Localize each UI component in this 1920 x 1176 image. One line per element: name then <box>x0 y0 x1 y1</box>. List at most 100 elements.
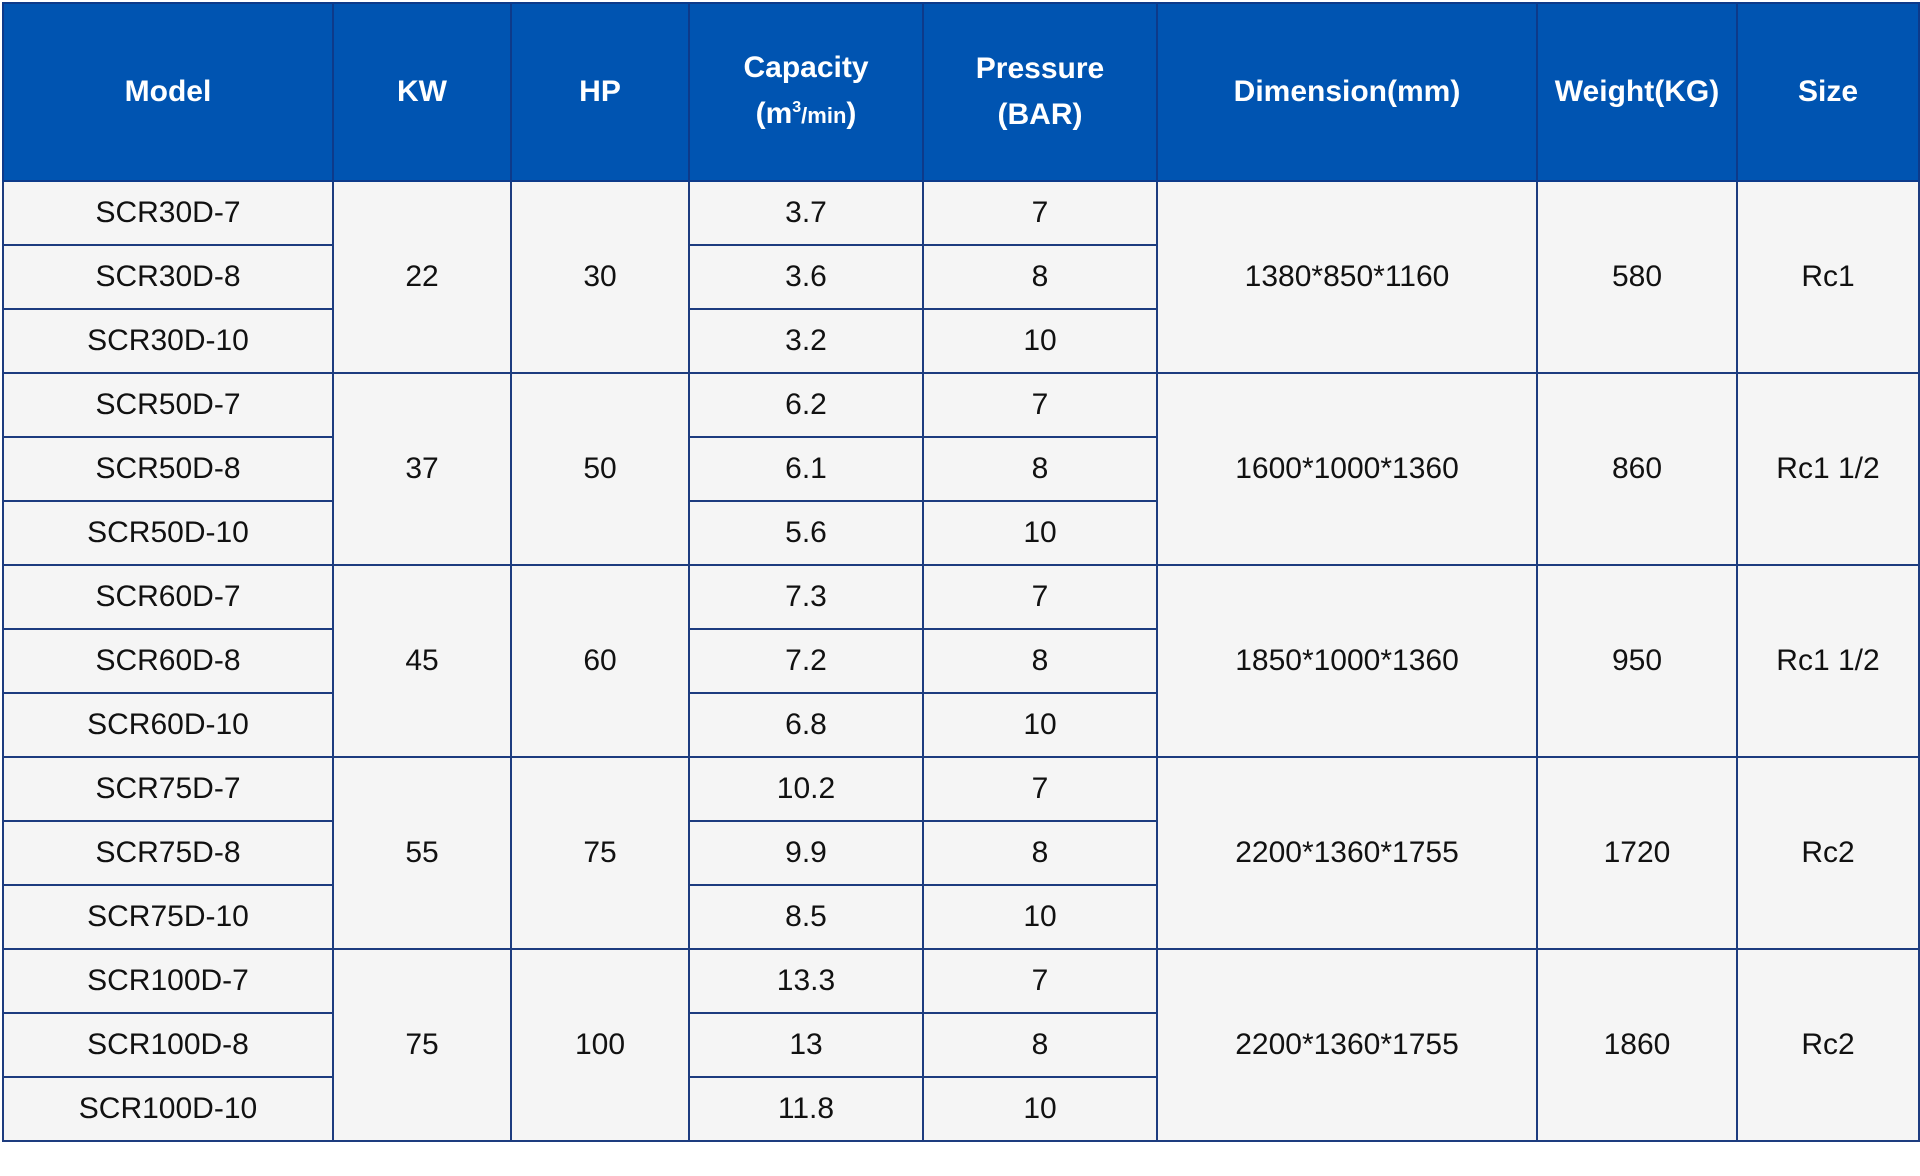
table-row: SCR75D-8 9.9 8 <box>2 820 1919 886</box>
header-pressure-unit: (BAR) <box>997 98 1083 131</box>
model-cell: SCR60D-10 <box>2 692 334 758</box>
pressure-cell: 7 <box>922 756 1158 822</box>
model-cell: SCR30D-7 <box>2 180 334 246</box>
capacity-cell: 9.9 <box>688 820 924 886</box>
header-model: Model <box>2 2 334 182</box>
header-capacity: Capacity (m3/min) <box>688 2 924 182</box>
spec-table: Model KW HP Capacity (m3/min) Pressure (… <box>2 2 1920 1142</box>
pressure-cell: 7 <box>922 180 1158 246</box>
table-row: SCR60D-10 6.8 10 <box>2 692 1919 758</box>
capacity-cell: 13.3 <box>688 948 924 1014</box>
model-cell: SCR60D-7 <box>2 564 334 630</box>
header-pressure-title: Pressure <box>975 52 1105 85</box>
size-cell: Rc1 1/2 <box>1736 372 1920 566</box>
pressure-cell: 10 <box>922 308 1158 374</box>
hp-cell: 75 <box>510 756 690 950</box>
pressure-cell: 10 <box>922 884 1158 950</box>
table-row: SCR75D-10 8.5 10 <box>2 884 1919 950</box>
header-pressure: Pressure (BAR) <box>922 2 1158 182</box>
header-row: Model KW HP Capacity (m3/min) Pressure (… <box>2 2 1920 182</box>
header-kw: KW <box>332 2 512 182</box>
capacity-cell: 7.3 <box>688 564 924 630</box>
weight-cell: 1860 <box>1536 948 1738 1142</box>
pressure-cell: 7 <box>922 948 1158 1014</box>
model-cell: SCR30D-10 <box>2 308 334 374</box>
hp-cell: 30 <box>510 180 690 374</box>
pressure-cell: 7 <box>922 564 1158 630</box>
table-row: SCR100D-8 13 8 <box>2 1012 1919 1078</box>
capacity-cell: 13 <box>688 1012 924 1078</box>
table-row: SCR75D-7 55 75 10.2 7 2200*1360*1755 1720 Rc2 <box>2 756 1920 950</box>
model-cell: SCR50D-7 <box>2 372 334 438</box>
model-cell: SCR75D-7 <box>2 756 334 822</box>
kw-cell: 55 <box>332 756 512 950</box>
header-capacity-unit: (m3/min) <box>755 97 857 130</box>
pressure-cell: 10 <box>922 692 1158 758</box>
model-cell: SCR100D-10 <box>2 1076 334 1142</box>
pressure-cell: 7 <box>922 372 1158 438</box>
model-cell: SCR75D-10 <box>2 884 334 950</box>
model-cell: SCR60D-8 <box>2 628 334 694</box>
size-cell: Rc2 <box>1736 948 1920 1142</box>
capacity-cell: 5.6 <box>688 500 924 566</box>
pressure-cell: 8 <box>922 820 1158 886</box>
size-cell: Rc1 <box>1736 180 1920 374</box>
model-cell: SCR75D-8 <box>2 820 334 886</box>
dimension-cell: 1850*1000*1360 <box>1156 564 1538 758</box>
table-row: SCR30D-8 3.6 8 <box>2 244 1919 310</box>
pressure-cell: 8 <box>922 436 1158 502</box>
table-row: SCR30D-10 3.2 10 <box>2 308 1919 374</box>
capacity-cell: 3.6 <box>688 244 924 310</box>
hp-cell: 100 <box>510 948 690 1142</box>
table-row: SCR100D-7 75 100 13.3 7 2200*1360*1755 1860 Rc2 <box>2 948 1920 1142</box>
pressure-cell: 8 <box>922 628 1158 694</box>
dimension-cell: 1380*850*1160 <box>1156 180 1538 374</box>
capacity-cell: 8.5 <box>688 884 924 950</box>
capacity-cell: 7.2 <box>688 628 924 694</box>
table-row: SCR100D-10 11.8 10 <box>2 1076 1919 1142</box>
weight-cell: 580 <box>1536 180 1738 374</box>
pressure-cell: 10 <box>922 500 1158 566</box>
header-capacity-title: Capacity <box>743 51 869 84</box>
table-row: SCR50D-7 37 50 6.2 7 1600*1000*1360 860 Rc1 1/2 <box>2 372 1920 566</box>
capacity-cell: 3.7 <box>688 180 924 246</box>
pressure-cell: 8 <box>922 244 1158 310</box>
kw-cell: 22 <box>332 180 512 374</box>
table-row: SCR50D-10 5.6 10 <box>2 500 1919 566</box>
dimension-cell: 1600*1000*1360 <box>1156 372 1538 566</box>
size-cell: Rc2 <box>1736 756 1920 950</box>
weight-cell: 1720 <box>1536 756 1738 950</box>
weight-cell: 950 <box>1536 564 1738 758</box>
table-row: SCR60D-8 7.2 8 <box>2 628 1919 694</box>
hp-cell: 60 <box>510 564 690 758</box>
kw-cell: 37 <box>332 372 512 566</box>
capacity-cell: 6.8 <box>688 692 924 758</box>
capacity-cell: 3.2 <box>688 308 924 374</box>
model-cell: SCR100D-7 <box>2 948 334 1014</box>
header-weight: Weight(KG) <box>1536 2 1738 182</box>
capacity-cell: 10.2 <box>688 756 924 822</box>
capacity-cell: 11.8 <box>688 1076 924 1142</box>
model-cell: SCR30D-8 <box>2 244 334 310</box>
model-cell: SCR100D-8 <box>2 1012 334 1078</box>
hp-cell: 50 <box>510 372 690 566</box>
capacity-cell: 6.2 <box>688 372 924 438</box>
table-row: SCR30D-7 22 30 3.7 7 1380*850*1160 580 Rc1 <box>2 180 1920 374</box>
model-cell: SCR50D-8 <box>2 436 334 502</box>
pressure-cell: 10 <box>922 1076 1158 1142</box>
dimension-cell: 2200*1360*1755 <box>1156 756 1538 950</box>
model-cell: SCR50D-10 <box>2 500 334 566</box>
header-hp: HP <box>510 2 690 182</box>
header-dimension: Dimension(mm) <box>1156 2 1538 182</box>
kw-cell: 75 <box>332 948 512 1142</box>
table-row: SCR50D-8 6.1 8 <box>2 436 1919 502</box>
header-size: Size <box>1736 2 1920 182</box>
pressure-cell: 8 <box>922 1012 1158 1078</box>
size-cell: Rc1 1/2 <box>1736 564 1920 758</box>
table-row: SCR60D-7 45 60 7.3 7 1850*1000*1360 950 Rc1 1/2 <box>2 564 1920 758</box>
capacity-cell: 6.1 <box>688 436 924 502</box>
kw-cell: 45 <box>332 564 512 758</box>
spec-table-body: SCR30D-7 22 30 3.7 7 1380*850*1160 580 Rc1 SCR30… <box>2 180 1920 1142</box>
weight-cell: 860 <box>1536 372 1738 566</box>
dimension-cell: 2200*1360*1755 <box>1156 948 1538 1142</box>
